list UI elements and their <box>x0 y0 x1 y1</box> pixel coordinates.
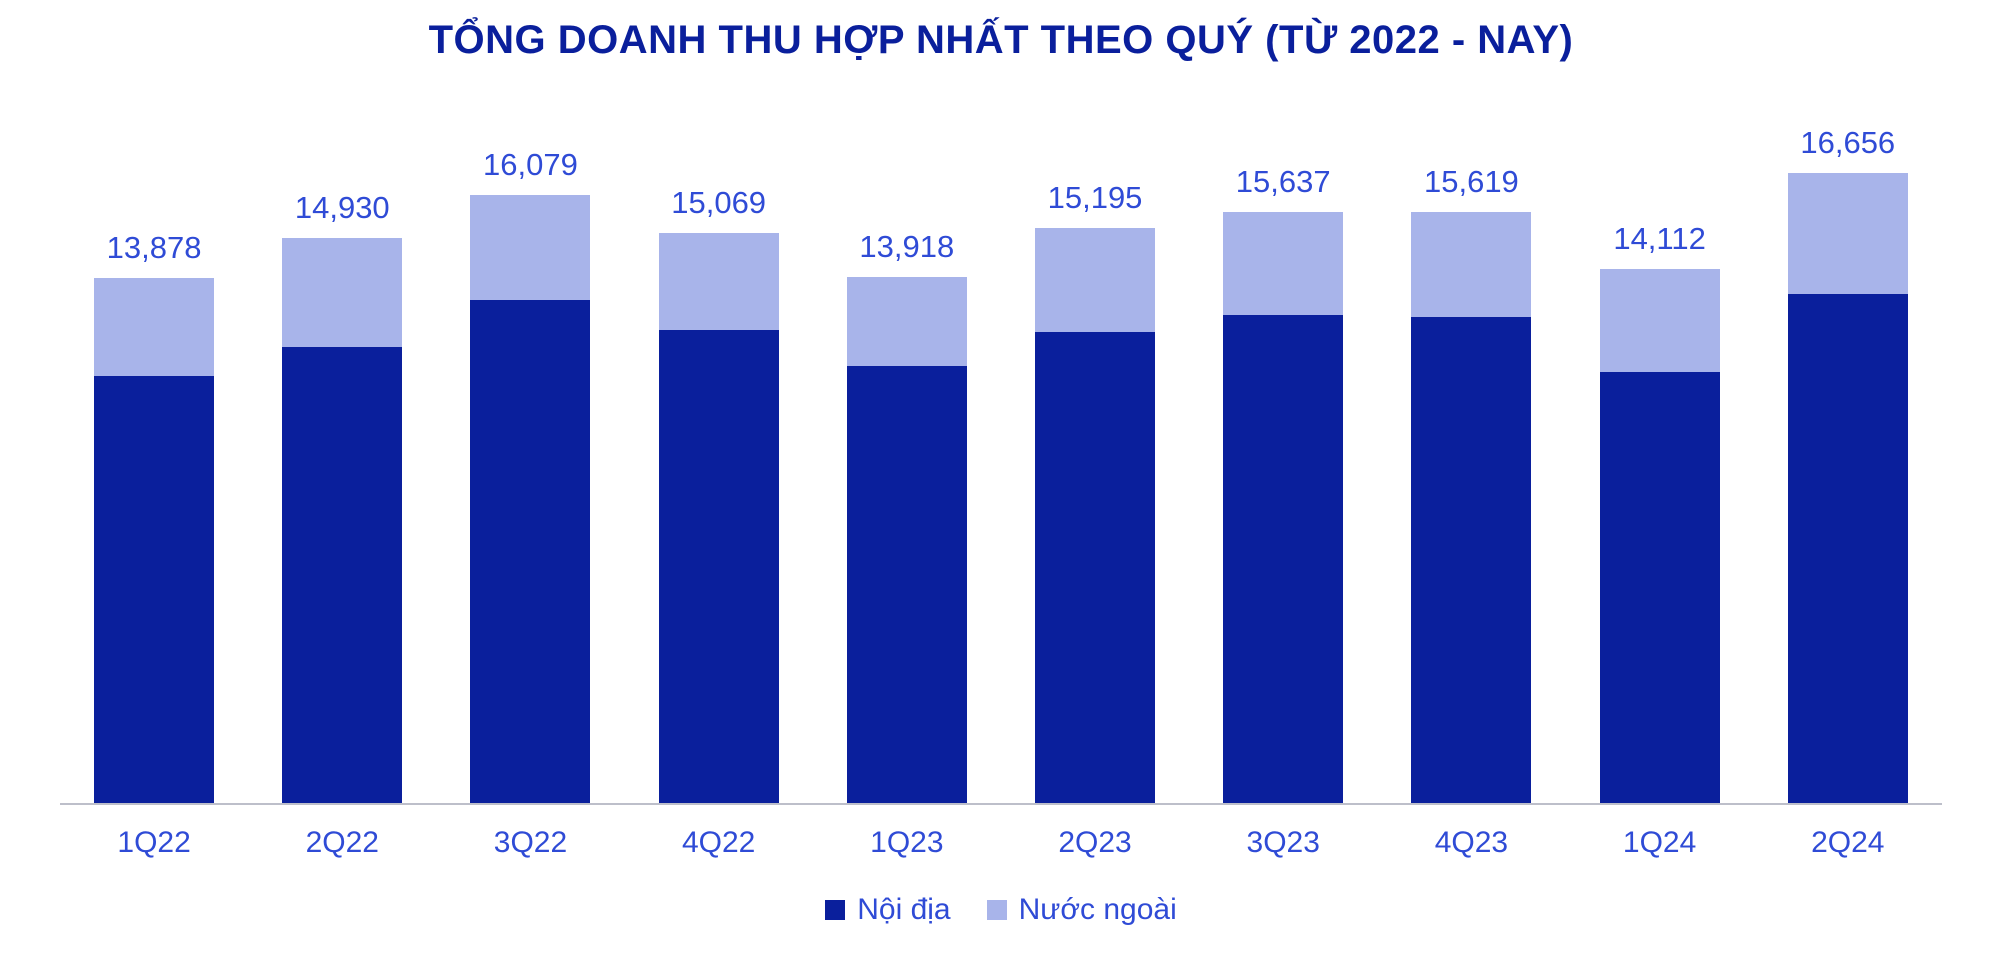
bar-segment-domestic <box>1788 294 1908 803</box>
x-tick: 4Q23 <box>1411 826 1531 860</box>
bar-total-label: 16,656 <box>1748 125 1948 161</box>
x-tick: 2Q23 <box>1035 826 1155 860</box>
bar-stack <box>470 195 590 803</box>
bar-stack <box>1411 212 1531 803</box>
bar-slot: 16,656 <box>1788 160 1908 803</box>
bar-slot: 16,079 <box>470 160 590 803</box>
bar-segment-foreign <box>1411 212 1531 317</box>
x-axis: 1Q22 2Q22 3Q22 4Q22 1Q23 2Q23 3Q23 4Q23 1Q24 2Q24 <box>60 826 1942 860</box>
bar-stack <box>94 278 214 803</box>
legend-item: Nước ngoài <box>987 893 1177 927</box>
x-tick: 4Q22 <box>659 826 779 860</box>
bar-segment-foreign <box>1788 173 1908 294</box>
bar-slot: 15,619 <box>1411 160 1531 803</box>
revenue-chart: TỔNG DOANH THU HỢP NHẤT THEO QUÝ (TỪ 202… <box>0 0 2002 955</box>
bar-total-label: 15,619 <box>1371 164 1571 200</box>
bar-stack <box>1788 173 1908 803</box>
bar-slot: 13,878 <box>94 160 214 803</box>
legend: Nội địa Nước ngoài <box>0 893 2002 927</box>
bars-row: 13,87814,93016,07915,06913,91815,19515,6… <box>60 160 1942 803</box>
bar-segment-domestic <box>1411 317 1531 803</box>
x-tick: 1Q22 <box>94 826 214 860</box>
x-tick: 1Q23 <box>847 826 967 860</box>
bar-segment-domestic <box>282 347 402 803</box>
bar-stack <box>282 238 402 803</box>
bar-segment-domestic <box>659 330 779 803</box>
bar-segment-foreign <box>1223 212 1343 316</box>
bar-slot: 14,112 <box>1600 160 1720 803</box>
x-tick: 2Q22 <box>282 826 402 860</box>
bar-segment-domestic <box>94 376 214 803</box>
bar-total-label: 15,195 <box>995 180 1195 216</box>
bar-total-label: 14,112 <box>1560 221 1760 257</box>
bar-segment-domestic <box>470 300 590 803</box>
bar-segment-foreign <box>94 278 214 376</box>
bar-stack <box>659 233 779 803</box>
bar-segment-foreign <box>1035 228 1155 332</box>
bar-segment-foreign <box>1600 269 1720 372</box>
plot-area: 13,87814,93016,07915,06913,91815,19515,6… <box>60 160 1942 805</box>
bar-stack <box>847 277 967 803</box>
bar-segment-foreign <box>470 195 590 300</box>
bar-slot: 14,930 <box>282 160 402 803</box>
legend-item: Nội địa <box>825 893 950 927</box>
x-tick: 2Q24 <box>1788 826 1908 860</box>
x-tick: 1Q24 <box>1600 826 1720 860</box>
bar-total-label: 15,637 <box>1183 164 1383 200</box>
bar-segment-foreign <box>847 277 967 367</box>
bar-segment-foreign <box>659 233 779 330</box>
legend-swatch <box>987 900 1007 920</box>
bar-total-label: 14,930 <box>242 190 442 226</box>
bar-total-label: 15,069 <box>619 185 819 221</box>
bar-segment-domestic <box>1223 315 1343 803</box>
bar-stack <box>1035 228 1155 803</box>
bar-segment-foreign <box>282 238 402 347</box>
bar-total-label: 13,878 <box>54 230 254 266</box>
bar-slot: 15,195 <box>1035 160 1155 803</box>
bar-segment-domestic <box>1600 372 1720 803</box>
bar-segment-domestic <box>847 366 967 803</box>
bar-slot: 15,637 <box>1223 160 1343 803</box>
bar-stack <box>1600 269 1720 803</box>
bar-stack <box>1223 212 1343 803</box>
bar-total-label: 16,079 <box>430 147 630 183</box>
bar-slot: 15,069 <box>659 160 779 803</box>
bar-total-label: 13,918 <box>807 229 1007 265</box>
legend-swatch <box>825 900 845 920</box>
legend-label: Nội địa <box>857 893 950 927</box>
x-tick: 3Q23 <box>1223 826 1343 860</box>
bar-segment-domestic <box>1035 332 1155 803</box>
chart-title: TỔNG DOANH THU HỢP NHẤT THEO QUÝ (TỪ 202… <box>0 18 2002 63</box>
bar-slot: 13,918 <box>847 160 967 803</box>
x-tick: 3Q22 <box>470 826 590 860</box>
legend-label: Nước ngoài <box>1019 893 1177 927</box>
